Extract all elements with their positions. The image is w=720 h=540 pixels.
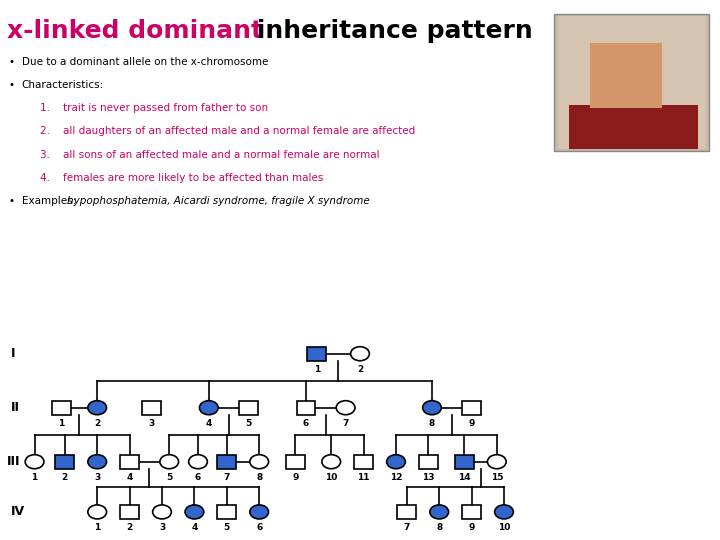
Text: Due to a dominant allele on the x-chromosome: Due to a dominant allele on the x-chromo… [22, 57, 268, 67]
Text: 1: 1 [32, 473, 37, 482]
Bar [307, 347, 326, 361]
Text: 7: 7 [404, 523, 410, 532]
Text: •: • [9, 196, 14, 206]
Bar [239, 401, 258, 415]
Circle shape [153, 505, 171, 519]
Text: 11: 11 [357, 473, 370, 482]
Text: 2.    all daughters of an affected male and a normal female are affected: 2. all daughters of an affected male and… [40, 126, 415, 137]
Text: 1.    trait is never passed from father to son: 1. trait is never passed from father to … [40, 103, 268, 113]
Text: 13: 13 [422, 473, 435, 482]
Text: 2: 2 [62, 473, 68, 482]
Circle shape [487, 455, 506, 469]
Text: 8: 8 [429, 419, 435, 428]
Text: 3: 3 [159, 523, 165, 532]
Text: 15: 15 [490, 473, 503, 482]
Text: 5: 5 [166, 473, 172, 482]
Text: 1: 1 [94, 523, 100, 532]
Circle shape [423, 401, 441, 415]
Bar [462, 401, 481, 415]
Circle shape [88, 455, 107, 469]
Circle shape [250, 505, 269, 519]
Bar [462, 505, 481, 519]
Text: Characteristics:: Characteristics: [22, 80, 104, 90]
Text: 6: 6 [256, 523, 262, 532]
FancyBboxPatch shape [569, 105, 698, 148]
Text: III: III [7, 455, 21, 468]
Circle shape [430, 505, 449, 519]
Text: 8: 8 [256, 473, 262, 482]
Text: 10: 10 [325, 473, 338, 482]
Bar [286, 455, 305, 469]
Circle shape [351, 347, 369, 361]
Circle shape [160, 455, 179, 469]
Text: 2: 2 [94, 419, 100, 428]
Circle shape [88, 505, 107, 519]
Text: 6: 6 [303, 419, 309, 428]
Circle shape [322, 455, 341, 469]
Circle shape [88, 401, 107, 415]
Bar [55, 455, 74, 469]
Text: 10: 10 [498, 523, 510, 532]
Bar [217, 505, 236, 519]
Bar [52, 401, 71, 415]
Text: hypophosphatemia, Aicardi syndrome, fragile X syndrome: hypophosphatemia, Aicardi syndrome, frag… [67, 196, 369, 206]
Text: 2: 2 [127, 523, 132, 532]
Text: 14: 14 [458, 473, 471, 482]
Circle shape [25, 455, 44, 469]
Text: 3.    all sons of an affected male and a normal female are normal: 3. all sons of an affected male and a no… [40, 150, 379, 160]
Bar [120, 505, 139, 519]
Bar [297, 401, 315, 415]
Bar [217, 455, 236, 469]
Text: 5: 5 [224, 523, 230, 532]
Text: 7: 7 [343, 419, 348, 428]
FancyBboxPatch shape [554, 14, 709, 151]
Circle shape [495, 505, 513, 519]
Circle shape [189, 455, 207, 469]
Text: Examples:: Examples: [22, 196, 79, 206]
Circle shape [250, 455, 269, 469]
Bar [354, 455, 373, 469]
Text: 4.    females are more likely to be affected than males: 4. females are more likely to be affecte… [40, 173, 323, 183]
FancyBboxPatch shape [590, 43, 662, 108]
Text: 5: 5 [246, 419, 251, 428]
Text: II: II [11, 401, 19, 414]
Text: 3: 3 [94, 473, 100, 482]
Text: 9: 9 [292, 473, 298, 482]
Bar [455, 455, 474, 469]
Circle shape [199, 401, 218, 415]
Text: 3: 3 [148, 419, 154, 428]
Circle shape [336, 401, 355, 415]
Text: 4: 4 [206, 419, 212, 428]
Text: x-linked dominant: x-linked dominant [7, 19, 264, 43]
Text: 6: 6 [195, 473, 201, 482]
Bar [397, 505, 416, 519]
Circle shape [185, 505, 204, 519]
Text: 9: 9 [469, 419, 474, 428]
Text: 1: 1 [314, 365, 320, 374]
Bar [419, 455, 438, 469]
Circle shape [387, 455, 405, 469]
Text: I: I [11, 347, 15, 360]
Text: IV: IV [11, 505, 25, 518]
Text: 4: 4 [192, 523, 197, 532]
Text: 8: 8 [436, 523, 442, 532]
Text: 9: 9 [469, 523, 474, 532]
Text: 12: 12 [390, 473, 402, 482]
FancyBboxPatch shape [558, 16, 706, 148]
Text: 4: 4 [127, 473, 132, 482]
Text: •: • [9, 80, 14, 90]
Text: •: • [9, 57, 14, 67]
Text: inheritance pattern: inheritance pattern [248, 19, 533, 43]
Text: 1: 1 [58, 419, 64, 428]
Text: 2: 2 [357, 365, 363, 374]
Bar [142, 401, 161, 415]
Bar [120, 455, 139, 469]
Text: 7: 7 [224, 473, 230, 482]
